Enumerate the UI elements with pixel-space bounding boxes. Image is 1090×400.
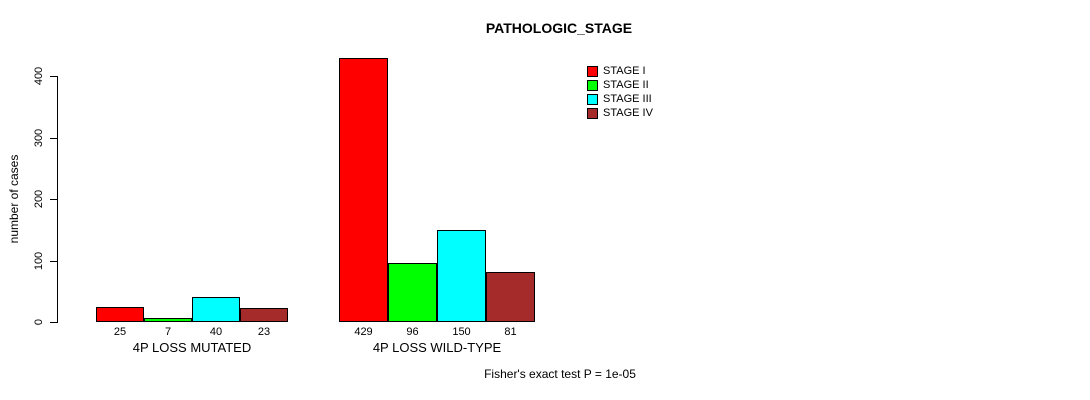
- y-tick-label: 100: [33, 251, 45, 270]
- legend: STAGE I STAGE II STAGE III STAGE IV: [587, 64, 653, 120]
- y-axis-label: number of cases: [7, 154, 21, 244]
- bar-value-label: 25: [113, 326, 127, 338]
- footnote: Fisher's exact test P = 1e-05: [484, 367, 636, 381]
- legend-row: STAGE I: [587, 64, 653, 78]
- bar-value-label: 40: [209, 326, 223, 338]
- y-tick-label: 0: [33, 318, 45, 326]
- bar-stage-iii: [192, 297, 240, 322]
- y-tick-label: 200: [33, 189, 45, 209]
- legend-label: STAGE II: [603, 79, 649, 91]
- legend-swatch-icon: [587, 93, 598, 105]
- legend-label: STAGE III: [603, 93, 652, 105]
- legend-swatch-icon: [587, 65, 598, 77]
- y-tick-mark: [50, 76, 58, 77]
- bar-stage-i: [96, 306, 144, 322]
- chart-title: PATHOLOGIC_STAGE: [485, 20, 633, 36]
- bar-stage-ii: [388, 262, 437, 322]
- y-tick-mark: [50, 260, 58, 262]
- bar-stage-i: [339, 58, 388, 322]
- bar-value-label: 23: [257, 326, 271, 338]
- bar-stage-iv: [486, 272, 535, 322]
- bar-value-label: 429: [354, 326, 373, 338]
- legend-label: STAGE I: [603, 65, 646, 77]
- legend-swatch-icon: [587, 107, 598, 119]
- legend-swatch-icon: [587, 79, 598, 91]
- group-label: 4P LOSS WILD-TYPE: [372, 340, 502, 355]
- bar-stage-iv: [240, 307, 288, 322]
- bar-stage-iii: [437, 229, 486, 322]
- bar-value-label: 150: [452, 326, 471, 338]
- legend-row: STAGE II: [587, 78, 653, 92]
- y-tick-label: 400: [33, 66, 45, 86]
- y-tick-mark: [50, 322, 58, 323]
- legend-label: STAGE IV: [603, 107, 653, 119]
- bar-value-label: 81: [504, 326, 517, 338]
- legend-row: STAGE IV: [587, 106, 653, 120]
- legend-row: STAGE III: [587, 92, 653, 106]
- bar-value-label: 7: [164, 326, 172, 338]
- y-tick-mark: [50, 137, 58, 139]
- group-label: 4P LOSS MUTATED: [132, 340, 252, 355]
- bar-stage-ii: [144, 317, 192, 322]
- bar-value-label: 96: [406, 326, 419, 338]
- y-tick-label: 300: [33, 128, 45, 147]
- y-tick-mark: [50, 199, 58, 200]
